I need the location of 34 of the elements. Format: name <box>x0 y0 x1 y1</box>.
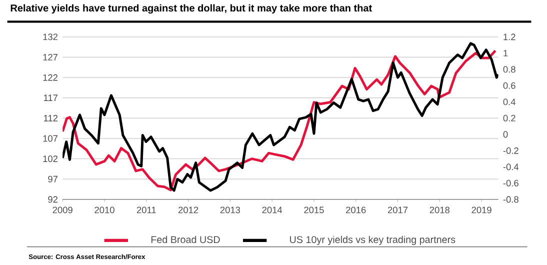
y-tick-label: 127 <box>43 54 58 61</box>
y2-tick-label: 0.6 <box>503 82 516 90</box>
y2-tick-label: 1 <box>504 50 508 56</box>
x-tick-label: 2013 <box>220 206 240 214</box>
y2-tick-label: 0.2 <box>503 115 516 122</box>
x-tick-label: 2010 <box>94 206 114 214</box>
x-tick-label: 2016 <box>346 206 366 214</box>
x-tick-label: 2017 <box>388 206 408 214</box>
legend-label: US 10yr yields vs key trading partners <box>290 236 456 246</box>
y-tick-label: 112 <box>44 115 58 122</box>
y2-tick-label: 0.4 <box>503 98 516 106</box>
y2-tick-label: 1.2 <box>504 34 516 40</box>
y-tick-label: 97 <box>48 176 58 183</box>
x-tick-label: 2014 <box>262 206 282 214</box>
y-tick-label: 92 <box>48 196 58 203</box>
y2-tick-label: -0.2 <box>503 148 518 154</box>
y2-tick-label: 0.8 <box>503 66 516 73</box>
y-tick-label: 107 <box>43 135 58 142</box>
x-tick-label: 2015 <box>304 206 324 214</box>
y2-tick-label: 0 <box>503 131 508 138</box>
y-tick-label: 132 <box>43 34 58 40</box>
y-tick-label: 102 <box>43 156 58 162</box>
legend-label: Fed Broad USD <box>151 236 220 244</box>
y2-tick-label: -0.4 <box>503 164 519 170</box>
y2-tick-label: -0.8 <box>503 196 518 203</box>
y-tick-label: 117 <box>44 94 58 102</box>
x-tick-label: 2018 <box>430 206 450 214</box>
x-tick-label: 2012 <box>178 206 198 214</box>
x-tick-label: 2009 <box>52 206 72 214</box>
y-tick-label: 122 <box>43 74 58 81</box>
x-tick-label: 2011 <box>136 206 156 214</box>
y2-tick-label: -0.6 <box>503 180 518 187</box>
chart-title: Relative yields have turned against the dollar, but it may take more than that <box>10 4 372 14</box>
x-tick-label: 2019 <box>472 206 492 214</box>
